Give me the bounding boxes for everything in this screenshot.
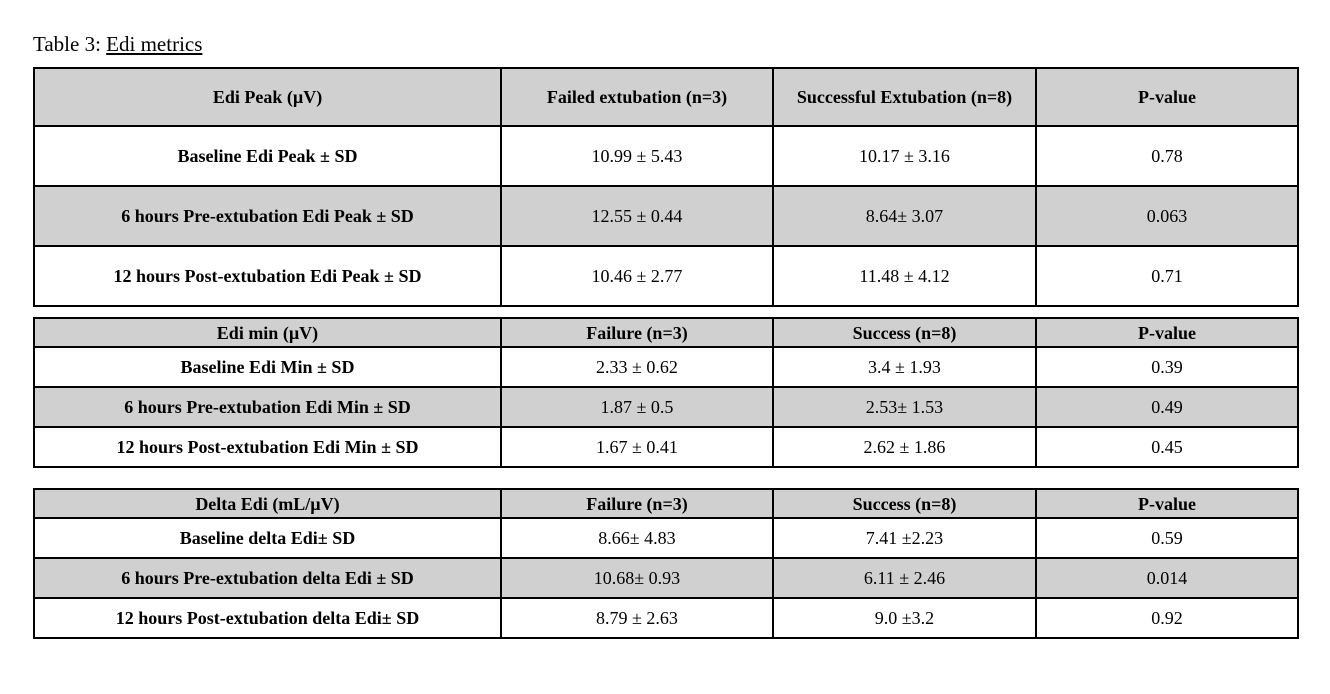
row-label: 12 hours Post-extubation delta Edi± SD [33,597,502,639]
row-label: Baseline delta Edi± SD [33,517,502,559]
table-caption: Table 3: Edi metrics [33,30,202,58]
failure-value: 10.68± 0.93 [500,557,774,599]
p-value: 0.49 [1035,386,1299,428]
failure-value: 8.66± 4.83 [500,517,774,559]
header-cell-failure: Failure (n=3) [500,317,774,348]
row-label: 6 hours Pre-extubation delta Edi ± SD [33,557,502,599]
failure-value: 1.67 ± 0.41 [500,426,774,468]
header-cell-success: Success (n=8) [772,317,1037,348]
table-row: 6 hours Pre-extubation Edi Peak ± SD 12.… [33,185,1299,247]
p-value: 0.063 [1035,185,1299,247]
success-value: 11.48 ± 4.12 [772,245,1037,307]
success-value: 3.4 ± 1.93 [772,346,1037,388]
row-label: 6 hours Pre-extubation Edi Min ± SD [33,386,502,428]
table-row: Baseline Edi Min ± SD 2.33 ± 0.62 3.4 ± … [33,346,1299,388]
p-value: 0.39 [1035,346,1299,388]
header-row: Delta Edi (mL/µV) Failure (n=3) Success … [33,488,1299,519]
failure-value: 8.79 ± 2.63 [500,597,774,639]
edi-min-table: Edi min (µV) Failure (n=3) Success (n=8)… [33,317,1299,468]
table-row: Baseline Edi Peak ± SD 10.99 ± 5.43 10.1… [33,125,1299,187]
row-label: 12 hours Post-extubation Edi Min ± SD [33,426,502,468]
table-row: 6 hours Pre-extubation Edi Min ± SD 1.87… [33,386,1299,428]
row-label: 12 hours Post-extubation Edi Peak ± SD [33,245,502,307]
header-cell-failure: Failure (n=3) [500,488,774,519]
edi-peak-table: Edi Peak (µV) Failed extubation (n=3) Su… [33,67,1299,307]
failure-value: 10.99 ± 5.43 [500,125,774,187]
p-value: 0.59 [1035,517,1299,559]
table-row: 12 hours Post-extubation delta Edi± SD 8… [33,597,1299,639]
header-cell-metric: Delta Edi (mL/µV) [33,488,502,519]
header-cell-metric: Edi min (µV) [33,317,502,348]
table-row: 6 hours Pre-extubation delta Edi ± SD 10… [33,557,1299,599]
table-row: Baseline delta Edi± SD 8.66± 4.83 7.41 ±… [33,517,1299,559]
success-value: 7.41 ±2.23 [772,517,1037,559]
failure-value: 10.46 ± 2.77 [500,245,774,307]
table-row: 12 hours Post-extubation Edi Peak ± SD 1… [33,245,1299,307]
header-cell-success: Success (n=8) [772,488,1037,519]
success-value: 2.53± 1.53 [772,386,1037,428]
header-cell-failure: Failed extubation (n=3) [500,67,774,127]
header-cell-p-value: P-value [1035,67,1299,127]
row-label: Baseline Edi Peak ± SD [33,125,502,187]
success-value: 8.64± 3.07 [772,185,1037,247]
header-cell-p-value: P-value [1035,317,1299,348]
delta-edi-table: Delta Edi (mL/µV) Failure (n=3) Success … [33,488,1299,639]
header-row: Edi min (µV) Failure (n=3) Success (n=8)… [33,317,1299,348]
caption-title: Edi metrics [106,32,203,56]
table-row: 12 hours Post-extubation Edi Min ± SD 1.… [33,426,1299,468]
failure-value: 2.33 ± 0.62 [500,346,774,388]
success-value: 6.11 ± 2.46 [772,557,1037,599]
failure-value: 1.87 ± 0.5 [500,386,774,428]
row-label: Baseline Edi Min ± SD [33,346,502,388]
header-cell-p-value: P-value [1035,488,1299,519]
p-value: 0.71 [1035,245,1299,307]
success-value: 10.17 ± 3.16 [772,125,1037,187]
failure-value: 12.55 ± 0.44 [500,185,774,247]
row-label: 6 hours Pre-extubation Edi Peak ± SD [33,185,502,247]
success-value: 9.0 ±3.2 [772,597,1037,639]
header-cell-success: Successful Extubation (n=8) [772,67,1037,127]
p-value: 0.78 [1035,125,1299,187]
p-value: 0.45 [1035,426,1299,468]
header-row: Edi Peak (µV) Failed extubation (n=3) Su… [33,67,1299,127]
caption-prefix: Table 3: [33,32,107,56]
p-value: 0.014 [1035,557,1299,599]
success-value: 2.62 ± 1.86 [772,426,1037,468]
header-cell-metric: Edi Peak (µV) [33,67,502,127]
p-value: 0.92 [1035,597,1299,639]
